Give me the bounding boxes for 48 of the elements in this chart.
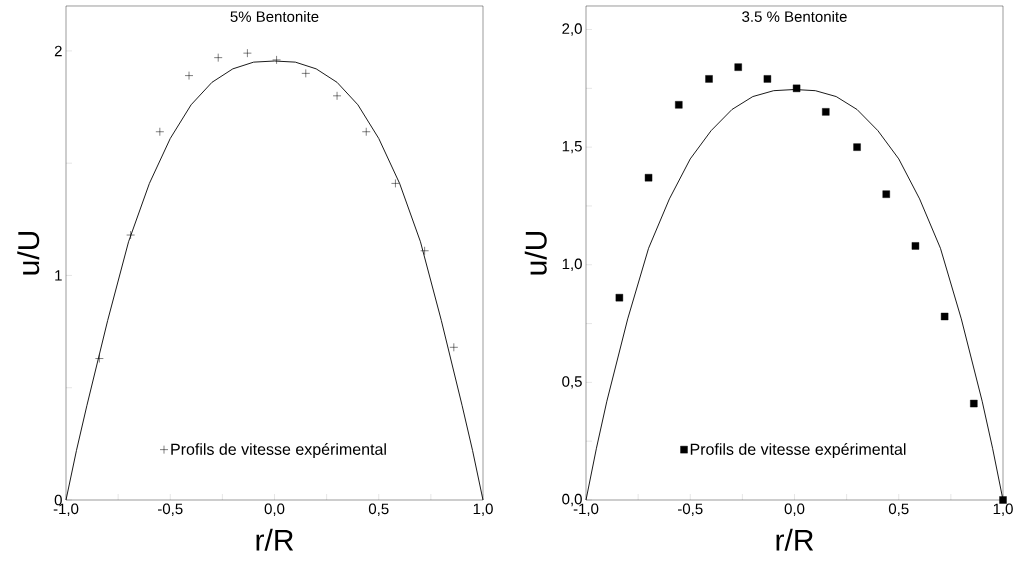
point — [940, 312, 949, 321]
point — [213, 53, 223, 62]
x-tick-label: -0,5 — [677, 503, 703, 516]
y-tick-label: 2,0 — [562, 23, 582, 36]
x-tick-label: 0,0 — [784, 503, 805, 516]
x-tick-label: 1,0 — [993, 503, 1013, 516]
y-tick-label: 1 — [55, 270, 62, 281]
x-axis-title: r/R — [776, 528, 814, 551]
point — [644, 174, 653, 182]
point — [272, 55, 281, 65]
x-axis-title: r/R — [256, 528, 294, 551]
legend-label: Profils de vitesse expérimental — [171, 443, 386, 459]
y-tick-label: 1,5 — [562, 141, 582, 154]
point — [332, 91, 342, 101]
point — [615, 293, 624, 302]
y-tick-label: 2 — [54, 45, 62, 57]
point — [155, 127, 165, 136]
legend-label: Profils de vitesse expérimental — [690, 443, 906, 459]
x-tick-label: 0,0 — [264, 503, 285, 516]
point — [734, 63, 742, 71]
x-tick-label: -0,5 — [157, 503, 183, 516]
y-axis-title: u/U — [17, 231, 40, 275]
x-tick-label: 1,0 — [473, 503, 493, 516]
x-tick-label: 0,5 — [368, 503, 389, 516]
point — [362, 127, 371, 136]
chart-title: 3.5 % Bentonite — [742, 10, 847, 22]
point — [911, 242, 920, 250]
point — [853, 143, 861, 151]
point — [970, 399, 978, 408]
y-tick-label: 1,0 — [562, 258, 582, 271]
point — [95, 354, 104, 363]
chart-title: 5% Bentonite — [230, 10, 319, 22]
point — [882, 190, 890, 198]
point — [301, 69, 311, 78]
x-tick-label: 0,5 — [888, 503, 909, 516]
point — [420, 246, 429, 255]
point — [391, 179, 400, 188]
point — [763, 75, 772, 83]
point — [705, 75, 713, 83]
y-tick-label: 0,5 — [562, 376, 582, 389]
point — [822, 108, 830, 116]
y-axis-title: u/U — [524, 231, 547, 275]
point — [126, 230, 135, 240]
point — [243, 48, 252, 58]
point — [449, 343, 459, 352]
point — [675, 101, 683, 109]
point — [792, 84, 801, 93]
point — [184, 71, 194, 80]
